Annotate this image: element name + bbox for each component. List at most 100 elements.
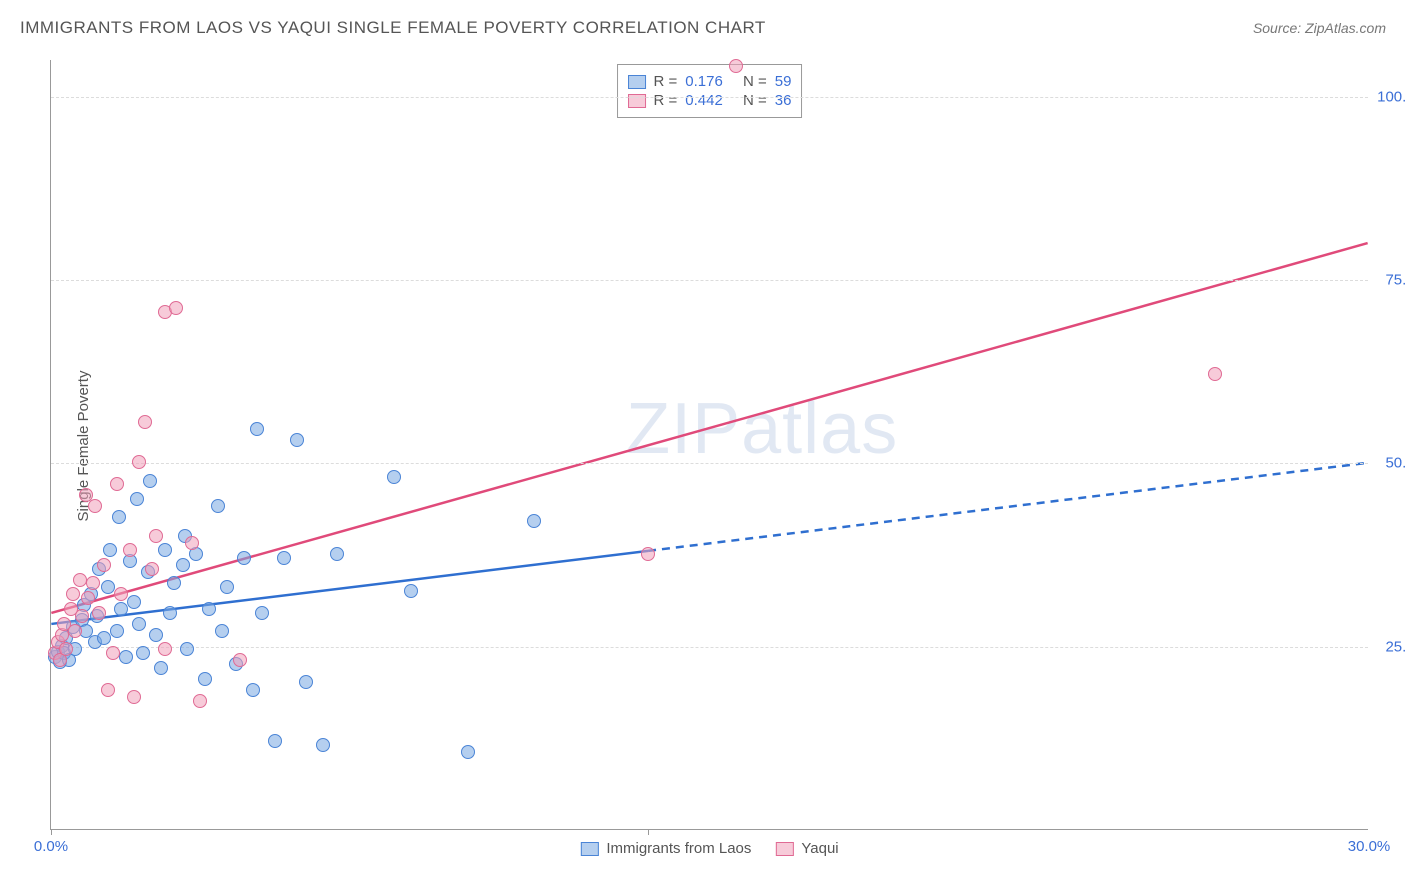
y-tick-label: 75.0% [1373, 272, 1406, 289]
scatter-plot-area: ZIPatlas R = 0.176 N = 59 R = 0.442 N = … [50, 60, 1368, 830]
gridline-h [51, 280, 1368, 281]
data-point-laos [167, 576, 181, 590]
data-point-yaqui [233, 653, 247, 667]
r-value: 0.176 [685, 73, 723, 90]
data-point-laos [277, 551, 291, 565]
gridline-h [51, 647, 1368, 648]
data-point-laos [461, 745, 475, 759]
data-point-laos [119, 650, 133, 664]
data-point-laos [143, 474, 157, 488]
data-point-yaqui [114, 587, 128, 601]
y-tick-label: 50.0% [1373, 455, 1406, 472]
data-point-laos [158, 543, 172, 557]
data-point-yaqui [149, 529, 163, 543]
data-point-yaqui [729, 59, 743, 73]
data-point-yaqui [1208, 367, 1222, 381]
data-point-yaqui [110, 477, 124, 491]
data-point-yaqui [169, 301, 183, 315]
data-point-yaqui [138, 415, 152, 429]
legend-label: Yaqui [801, 840, 838, 857]
data-point-laos [176, 558, 190, 572]
data-point-yaqui [193, 694, 207, 708]
data-point-laos [250, 422, 264, 436]
data-point-laos [132, 617, 146, 631]
data-point-laos [112, 510, 126, 524]
n-label: N = [743, 73, 767, 90]
data-point-laos [246, 683, 260, 697]
series-legend: Immigrants from Laos Yaqui [580, 840, 838, 857]
data-point-laos [316, 738, 330, 752]
data-point-yaqui [97, 558, 111, 572]
correlation-legend: R = 0.176 N = 59 R = 0.442 N = 36 [617, 64, 803, 118]
data-point-yaqui [185, 536, 199, 550]
swatch-icon [628, 94, 646, 108]
data-point-yaqui [158, 642, 172, 656]
title-bar: IMMIGRANTS FROM LAOS VS YAQUI SINGLE FEM… [20, 18, 1386, 38]
data-point-laos [215, 624, 229, 638]
gridline-h [51, 97, 1368, 98]
data-point-yaqui [127, 690, 141, 704]
legend-label: Immigrants from Laos [606, 840, 751, 857]
chart-title: IMMIGRANTS FROM LAOS VS YAQUI SINGLE FEM… [20, 18, 766, 38]
data-point-laos [154, 661, 168, 675]
n-value: 36 [775, 92, 792, 109]
data-point-laos [255, 606, 269, 620]
legend-row-laos: R = 0.176 N = 59 [628, 73, 792, 90]
data-point-laos [220, 580, 234, 594]
swatch-icon [628, 75, 646, 89]
data-point-yaqui [123, 543, 137, 557]
x-tick-mark [648, 829, 649, 835]
data-point-yaqui [66, 587, 80, 601]
n-value: 59 [775, 73, 792, 90]
data-point-laos [237, 551, 251, 565]
data-point-laos [103, 543, 117, 557]
data-point-laos [163, 606, 177, 620]
data-point-yaqui [641, 547, 655, 561]
data-point-yaqui [101, 683, 115, 697]
data-point-laos [527, 514, 541, 528]
data-point-yaqui [59, 642, 73, 656]
data-point-yaqui [75, 609, 89, 623]
data-point-yaqui [106, 646, 120, 660]
data-point-yaqui [81, 591, 95, 605]
legend-row-yaqui: R = 0.442 N = 36 [628, 92, 792, 109]
gridline-h [51, 463, 1368, 464]
data-point-laos [101, 580, 115, 594]
r-label: R = [654, 73, 678, 90]
data-point-laos [330, 547, 344, 561]
swatch-icon [580, 842, 598, 856]
data-point-yaqui [73, 573, 87, 587]
data-point-yaqui [132, 455, 146, 469]
data-point-laos [130, 492, 144, 506]
data-point-laos [268, 734, 282, 748]
data-point-laos [202, 602, 216, 616]
swatch-icon [775, 842, 793, 856]
x-tick-label: 0.0% [34, 838, 68, 855]
data-point-yaqui [68, 624, 82, 638]
data-point-yaqui [145, 562, 159, 576]
legend-item-laos: Immigrants from Laos [580, 840, 751, 857]
source-attribution: Source: ZipAtlas.com [1253, 20, 1386, 36]
y-tick-label: 25.0% [1373, 638, 1406, 655]
data-point-laos [211, 499, 225, 513]
data-point-laos [290, 433, 304, 447]
r-label: R = [654, 92, 678, 109]
data-point-laos [110, 624, 124, 638]
data-point-laos [136, 646, 150, 660]
legend-item-yaqui: Yaqui [775, 840, 838, 857]
data-point-laos [387, 470, 401, 484]
watermark-text: ZIPatlas [626, 388, 898, 470]
data-point-laos [114, 602, 128, 616]
data-point-yaqui [92, 606, 106, 620]
data-point-yaqui [88, 499, 102, 513]
data-point-laos [299, 675, 313, 689]
data-point-laos [180, 642, 194, 656]
r-value: 0.442 [685, 92, 723, 109]
data-point-yaqui [86, 576, 100, 590]
n-label: N = [743, 92, 767, 109]
data-point-laos [127, 595, 141, 609]
data-point-laos [198, 672, 212, 686]
data-point-laos [404, 584, 418, 598]
trend-lines-svg [51, 60, 1368, 829]
data-point-laos [149, 628, 163, 642]
